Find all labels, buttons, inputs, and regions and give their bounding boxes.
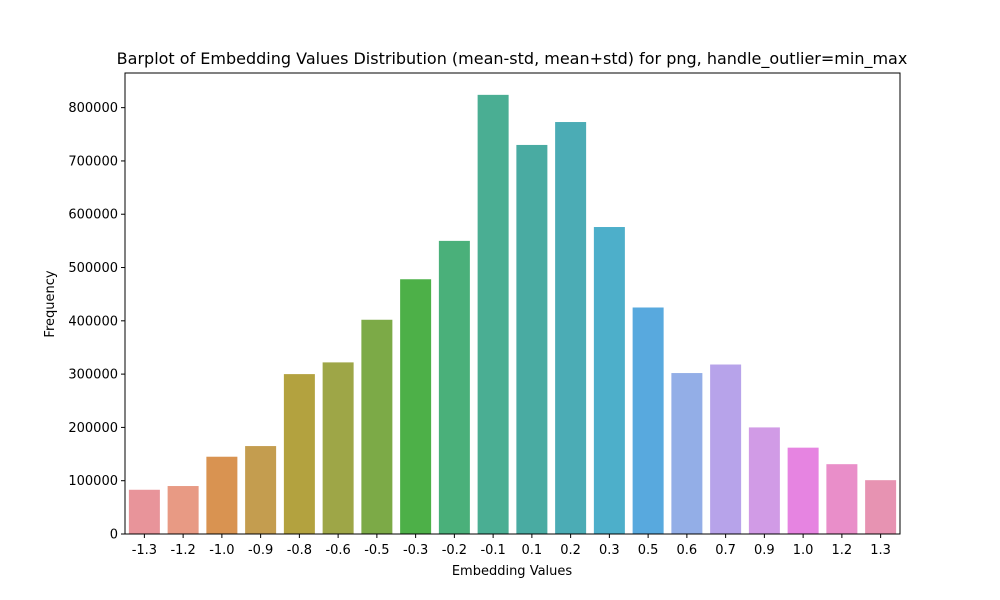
bar--0.9 (245, 446, 277, 534)
x-tick-label: 1.2 (832, 543, 853, 558)
y-tick-label: 0 (110, 528, 118, 543)
bar--0.6 (322, 362, 354, 534)
y-tick-label: 700000 (68, 154, 118, 169)
y-tick-label: 600000 (68, 208, 118, 223)
bar--1.2 (167, 486, 199, 534)
x-tick-label: 0.9 (754, 543, 775, 558)
chart-title: Barplot of Embedding Values Distribution… (117, 49, 908, 69)
bar--1.0 (206, 456, 238, 534)
bar-1.0 (787, 447, 819, 534)
bar--0.5 (361, 319, 393, 534)
bar-0.6 (671, 373, 703, 534)
bar-1.3 (865, 480, 897, 534)
x-axis-label: Embedding Values (452, 564, 573, 579)
y-tick-label: 200000 (68, 421, 118, 436)
x-tick-label: 0.6 (677, 543, 698, 558)
x-tick-label: -0.6 (325, 543, 350, 558)
x-tick-label: 0.1 (522, 543, 543, 558)
bar--0.1 (477, 94, 509, 535)
bar-0.9 (748, 427, 780, 534)
y-axis-ticks: 0 100000 200000 300000 400000 500000 600000 700… (68, 101, 125, 543)
x-tick-label: 0.7 (715, 543, 736, 558)
y-tick-label: 300000 (68, 368, 118, 383)
x-tick-label: -0.9 (248, 543, 273, 558)
x-tick-label: -1.2 (170, 543, 195, 558)
bar-1.2 (826, 464, 858, 534)
y-tick-label: 100000 (68, 474, 118, 489)
bar-0.2 (555, 122, 587, 534)
plot-area-frame (124, 72, 901, 535)
x-tick-label: -1.3 (132, 543, 157, 558)
bar-0.1 (516, 144, 548, 534)
x-tick-label: 1.0 (793, 543, 814, 558)
y-tick-label: 400000 (68, 314, 118, 329)
x-tick-label: 0.3 (599, 543, 620, 558)
bar-0.7 (710, 364, 742, 534)
x-tick-label: 1.3 (870, 543, 891, 558)
bar--0.8 (283, 374, 315, 534)
bars-group (128, 94, 897, 535)
x-tick-label: -0.3 (403, 543, 428, 558)
bar--0.3 (400, 279, 432, 534)
x-tick-label: 0.5 (638, 543, 659, 558)
x-axis-ticks: -1.3 -1.2 -1.0 -0.9 -0.8 -0.6 -0.5 -0.3 -0.2 -0.1… (132, 534, 891, 558)
bar--1.3 (128, 489, 160, 534)
x-tick-label: -1.0 (209, 543, 234, 558)
x-tick-label: -0.1 (480, 543, 505, 558)
y-tick-label: 800000 (68, 101, 118, 116)
x-tick-label: -0.2 (442, 543, 467, 558)
bar--0.2 (438, 240, 470, 535)
x-tick-label: -0.8 (287, 543, 312, 558)
x-tick-label: 0.2 (560, 543, 581, 558)
bar-0.3 (593, 227, 625, 534)
x-tick-label: -0.5 (364, 543, 389, 558)
y-axis-label: Frequency (43, 270, 58, 337)
y-tick-label: 500000 (68, 261, 118, 276)
bar-0.5 (632, 307, 664, 534)
